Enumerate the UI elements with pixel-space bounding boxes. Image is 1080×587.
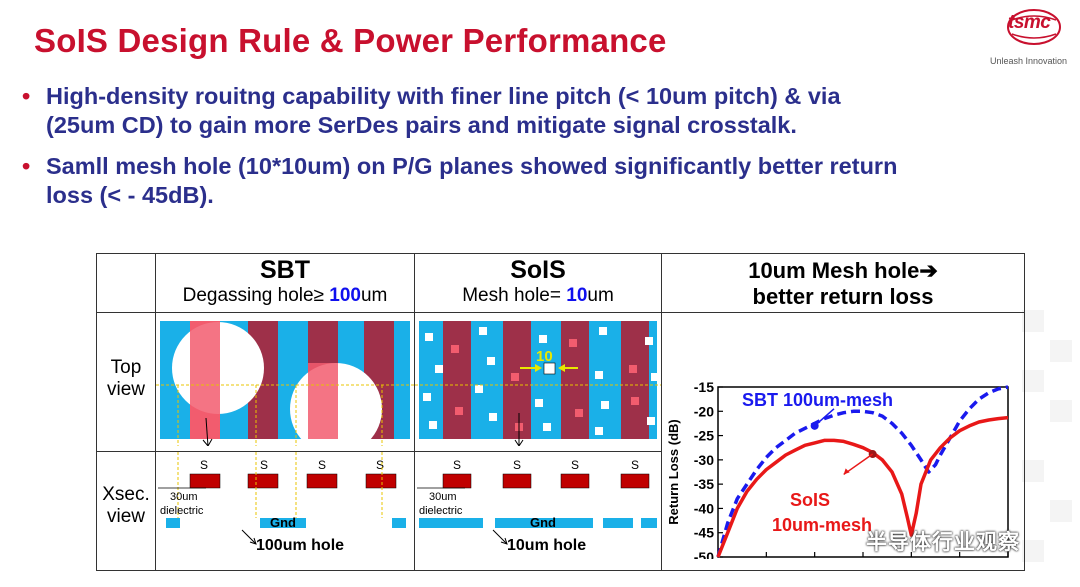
sbt-top-view-diagram <box>156 321 414 455</box>
signal-label: S <box>376 458 384 472</box>
y-tick-label: -35 <box>694 476 714 492</box>
signal-label: S <box>513 458 521 472</box>
bullet-2-line-1: Samll mesh hole (10*10um) on P/G planes … <box>46 153 898 179</box>
background-decoration <box>1022 310 1072 562</box>
sbt-title: SBT <box>260 256 310 284</box>
sois-top-view-diagram: 10 <box>415 321 661 447</box>
return-loss-chart-cell: -15-20-25-30-35-40-45-50051015202530Retu… <box>661 312 1025 587</box>
signal-label: S <box>631 458 639 472</box>
dielectric-thickness: 30um <box>170 491 198 503</box>
slide-title: SoIS Design Rule & Power Performance <box>34 22 667 59</box>
result-header: 10um Mesh hole➔ better return loss <box>661 253 1025 313</box>
y-tick-label: -20 <box>694 403 714 419</box>
dielectric-label: dielectric <box>160 505 204 517</box>
mesh-size-label: 10 <box>536 348 553 365</box>
bullet-dot-icon: • <box>22 153 31 179</box>
y-tick-label: -40 <box>694 500 714 516</box>
sois-arrow-icon <box>843 468 850 475</box>
result-title-1: 10um Mesh hole➔ <box>748 258 938 283</box>
y-axis-label: Return Loss (dB) <box>666 419 681 524</box>
y-tick-label: -45 <box>694 525 714 541</box>
sbt-xsec-diagram: S S S S 30um dielectric <box>158 452 406 554</box>
sbt-leader-line <box>814 408 835 427</box>
gnd-label: Gnd <box>270 515 296 530</box>
bullet-2-line-2: loss (< - 45dB). <box>46 182 214 208</box>
y-tick-label: -25 <box>694 428 714 444</box>
signal-label: S <box>260 458 268 472</box>
result-title-2: better return loss <box>752 284 934 309</box>
signal-label: S <box>318 458 326 472</box>
top-view-label: Top view <box>96 312 156 452</box>
sois-title: SoIS <box>510 256 566 284</box>
comparison-figure: SBT Degassing hole≥ 100um SoIS Mesh hole… <box>96 253 1025 587</box>
signal-label: S <box>200 458 208 472</box>
y-tick-label: -50 <box>694 549 714 559</box>
y-tick-label: -15 <box>694 379 714 395</box>
watermark: 半导体行业观察 <box>840 526 1020 556</box>
xsec-view-label: Xsec. view <box>96 451 156 571</box>
bullet-1-line-1: High-density rouitng capability with fin… <box>46 83 841 109</box>
sois-series-label: SoIS <box>790 490 830 510</box>
sois-series-label-2: 10um-mesh <box>772 515 872 535</box>
sbt-series-line <box>716 385 1009 558</box>
sbt-top-view <box>155 312 415 455</box>
signal-label: S <box>453 458 461 472</box>
wechat-icon <box>840 534 862 553</box>
sbt-subtitle: Degassing hole≥ 100um <box>182 285 388 306</box>
gnd-label: Gnd <box>530 515 556 530</box>
dielectric-label: dielectric <box>419 505 463 517</box>
logo-text: tsmc <box>1008 12 1051 33</box>
sbt-series-label: SBT 100um-mesh <box>742 390 893 410</box>
dielectric-thickness: 30um <box>429 491 457 503</box>
sbt-header: SBT Degassing hole≥ 100um <box>155 253 415 313</box>
signal-label: S <box>571 458 579 472</box>
corner-cell <box>96 253 156 313</box>
sbt-xsec-view: S S S S 30um dielectric <box>155 451 415 571</box>
bullet-dot-icon: • <box>22 83 31 109</box>
sois-leader-line <box>843 453 874 476</box>
logo-tagline: Unleash Innovation <box>990 56 1068 66</box>
sois-xsec-view: S S S S 30um dielectric Gnd <box>414 451 662 571</box>
logo-emblem-icon <box>1007 9 1061 45</box>
sois-header: SoIS Mesh hole= 10um <box>414 253 662 313</box>
return-loss-chart: -15-20-25-30-35-40-45-50051015202530Retu… <box>666 379 1016 587</box>
bullet-1-line-2: (25um CD) to gain more SerDes pairs and … <box>46 112 797 138</box>
hole-size-label: 10um hole <box>507 537 586 554</box>
y-tick-label: -30 <box>694 452 714 468</box>
sois-xsec-diagram: S S S S 30um dielectric Gnd <box>417 458 657 554</box>
sois-subtitle: Mesh hole= 10um <box>462 285 614 306</box>
hole-size-label: 100um hole <box>256 537 344 554</box>
sois-top-view: 10 <box>414 312 662 452</box>
